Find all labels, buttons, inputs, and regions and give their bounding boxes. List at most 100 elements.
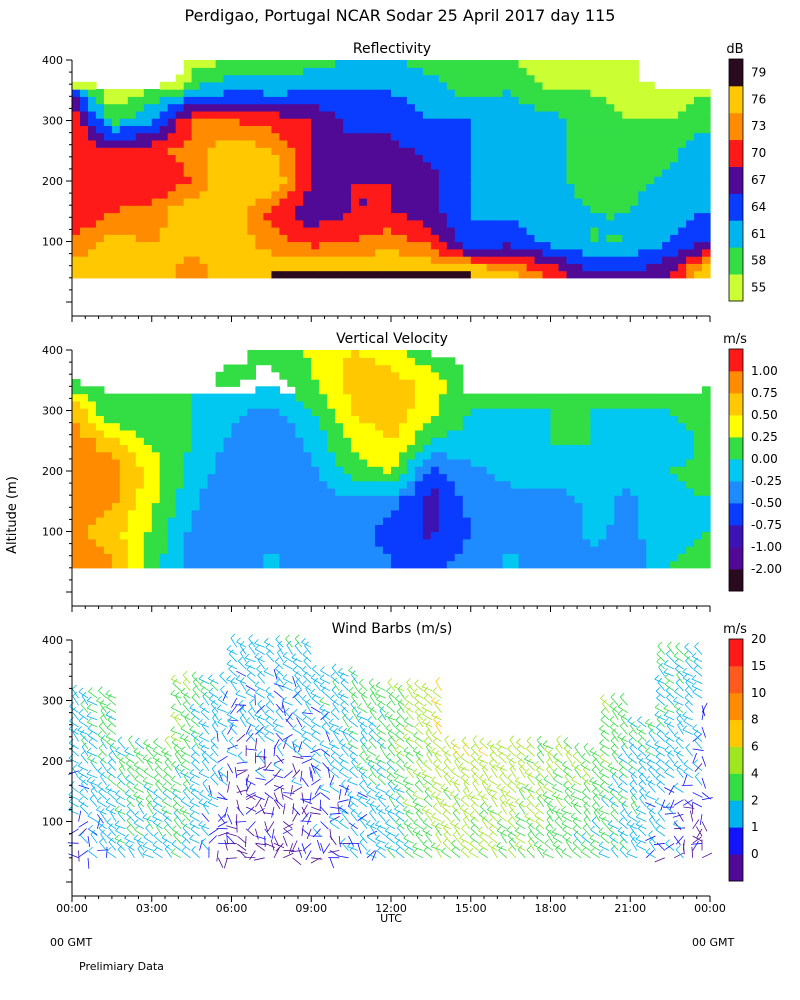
heat-cell <box>223 154 233 163</box>
heat-cell <box>630 248 639 257</box>
heat-cell <box>191 270 201 279</box>
heat-cell <box>351 270 360 279</box>
heat-cell <box>231 415 241 424</box>
heat-cell <box>694 234 703 243</box>
heat-cell <box>151 205 161 214</box>
heat-cell <box>167 429 177 438</box>
wind-barb <box>86 715 98 721</box>
heat-cell <box>662 473 671 482</box>
heat-cell <box>630 437 639 445</box>
heat-cell <box>494 74 504 83</box>
wind-barb <box>81 739 89 750</box>
heat-cell <box>231 502 241 511</box>
heat-cell <box>678 132 687 141</box>
heat-cell <box>686 110 695 119</box>
heat-cell <box>199 248 209 257</box>
wind-barb-flag <box>98 721 104 727</box>
heat-cell <box>367 154 376 163</box>
heat-cell <box>223 466 233 475</box>
wind-barb-flag <box>152 796 158 802</box>
heat-cell <box>375 538 384 547</box>
heat-cell <box>614 502 623 511</box>
heat-cell <box>183 509 193 518</box>
heat-cell <box>127 168 137 177</box>
heat-cell <box>606 205 615 214</box>
heat-cell <box>135 110 145 119</box>
heat-cell <box>255 125 264 134</box>
heat-cell <box>646 517 655 525</box>
heat-cell <box>279 132 288 141</box>
heat-cell <box>271 256 280 264</box>
heat-cell <box>638 393 647 402</box>
heat-cell <box>88 161 97 170</box>
heat-cell <box>135 125 145 134</box>
heat-cell <box>247 502 256 511</box>
heat-cell <box>327 256 336 264</box>
wind-barb <box>100 833 107 844</box>
heat-cell <box>470 139 480 148</box>
heat-cell <box>486 495 496 504</box>
heat-cell <box>239 256 249 264</box>
heat-cell <box>670 517 679 525</box>
heat-cell <box>446 371 456 380</box>
heat-cell <box>351 495 360 504</box>
heat-cell <box>207 538 217 547</box>
heat-cell <box>295 350 304 358</box>
heat-cell <box>88 110 97 119</box>
heat-cell <box>247 96 256 105</box>
heat-cell <box>574 168 583 177</box>
heat-cell <box>702 139 711 148</box>
heat-cell <box>207 212 217 221</box>
heat-cell <box>590 531 599 540</box>
heat-cell <box>526 118 536 126</box>
heat-cell <box>271 60 280 68</box>
heat-cell <box>175 473 185 482</box>
heat-cell <box>215 190 225 199</box>
heat-cell <box>159 546 169 554</box>
heat-cell <box>574 219 583 228</box>
heat-cell <box>638 183 647 192</box>
heat-cell <box>335 553 344 562</box>
heat-cell <box>454 67 464 76</box>
heat-cell <box>502 154 512 163</box>
wind-barb-flag <box>100 771 105 777</box>
heat-cell <box>702 524 711 533</box>
heat-cell <box>654 263 663 272</box>
heat-cell <box>255 161 264 170</box>
heat-cell <box>103 139 113 148</box>
heat-cell <box>95 110 105 119</box>
heat-cell <box>550 270 560 279</box>
heat-cell <box>167 147 177 155</box>
wind-barb <box>99 703 107 713</box>
wind-barb <box>133 751 144 757</box>
heat-cell <box>215 408 225 416</box>
heat-cell <box>422 248 432 257</box>
heat-cell <box>223 495 233 504</box>
heat-cell <box>191 161 201 170</box>
heat-cell <box>103 480 113 489</box>
heat-cell <box>462 480 472 489</box>
heat-cell <box>383 502 392 511</box>
heat-cell <box>167 270 177 279</box>
heat-cell <box>191 553 201 562</box>
heat-cell <box>606 429 615 438</box>
heat-cell <box>263 256 272 264</box>
heat-cell <box>207 546 217 554</box>
heat-cell <box>263 219 272 228</box>
heat-cell <box>446 168 456 177</box>
heat-cell <box>646 393 655 402</box>
wind-barb <box>127 769 135 779</box>
heat-cell <box>430 386 440 395</box>
heat-cell <box>287 480 296 489</box>
heat-cell <box>566 139 576 148</box>
heat-cell <box>438 60 448 68</box>
heat-cell <box>311 219 320 228</box>
heat-cell <box>670 263 679 272</box>
heat-cell <box>422 451 432 460</box>
heat-cell <box>438 553 448 562</box>
heat-cell <box>167 190 177 199</box>
heat-cell <box>143 205 153 214</box>
heat-cell <box>391 473 400 482</box>
heat-cell <box>183 270 193 279</box>
heat-cell <box>223 393 233 402</box>
